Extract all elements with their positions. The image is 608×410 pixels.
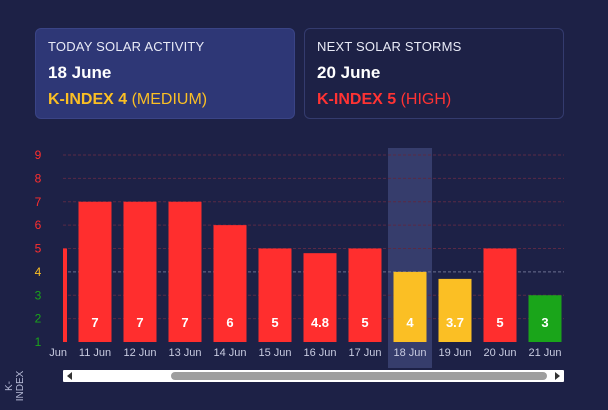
y-tick-label: 8 xyxy=(35,171,42,185)
next-card-title: NEXT SOLAR STORMS xyxy=(317,39,462,54)
next-k-index: K-INDEX 5 (HIGH) xyxy=(317,91,551,109)
bar-data-label: 4.8 xyxy=(311,315,329,330)
y-tick-label: 4 xyxy=(35,265,42,279)
scroll-right-arrow-icon[interactable] xyxy=(555,372,560,380)
today-k-index: K-INDEX 4 (MEDIUM) xyxy=(48,91,282,109)
x-tick-label: 16 Jun xyxy=(303,347,336,359)
bar-data-label: 7 xyxy=(91,315,98,330)
bar-data-label: 4 xyxy=(406,315,414,330)
bar xyxy=(393,271,427,342)
y-tick-label: 3 xyxy=(35,288,42,302)
y-tick-label: 5 xyxy=(35,242,42,256)
bar-data-label: 5 xyxy=(361,315,368,330)
bar xyxy=(483,248,517,342)
bar-data-label: 5 xyxy=(496,315,503,330)
bar-data-label: 6 xyxy=(226,315,233,330)
bar xyxy=(213,225,247,342)
bar xyxy=(438,278,472,342)
bar xyxy=(258,248,292,342)
x-tick-label: 18 Jun xyxy=(393,347,426,359)
y-tick-label: 2 xyxy=(35,312,42,326)
chart-scrollbar[interactable] xyxy=(63,370,564,382)
today-solar-activity-card: TODAY SOLAR ACTIVITY 18 June K-INDEX 4 (… xyxy=(35,28,295,119)
bar-data-label: 3 xyxy=(541,315,548,330)
x-tick-label: 17 Jun xyxy=(348,347,381,359)
bar-data-label: 7 xyxy=(136,315,143,330)
y-axis-title: K-INDEX xyxy=(4,370,26,402)
x-tick-label: 20 Jun xyxy=(483,347,516,359)
x-tick-label: Jun xyxy=(49,347,67,359)
x-tick-label: 14 Jun xyxy=(213,347,246,359)
bar xyxy=(303,253,337,342)
x-tick-label: 15 Jun xyxy=(258,347,291,359)
x-tick-label: 21 Jun xyxy=(528,347,561,359)
x-tick-label: 11 Jun xyxy=(79,347,111,359)
scroll-left-arrow-icon[interactable] xyxy=(67,372,72,380)
y-tick-label: 1 xyxy=(35,335,42,349)
bar xyxy=(123,201,157,342)
bar-data-label: 3.7 xyxy=(446,315,464,330)
bar xyxy=(78,201,112,342)
y-tick-label: 7 xyxy=(35,195,42,209)
k-index-bar-chart: 1 2 3 4 5 6 7 8 9 Jun 7 11 Jun 7 12 Jun 7 13 Jun 6 14 Jun… xyxy=(35,148,564,368)
bar xyxy=(348,248,382,342)
bar-data-label: 5 xyxy=(271,315,278,330)
bar xyxy=(168,201,202,342)
x-tick-label: 19 Jun xyxy=(438,347,471,359)
x-tick-label: 12 Jun xyxy=(123,347,156,359)
next-solar-storms-card: NEXT SOLAR STORMS 20 June K-INDEX 5 (HIG… xyxy=(304,28,564,119)
bar xyxy=(528,295,562,342)
today-date: 18 June xyxy=(48,63,112,82)
next-k-index-value: K-INDEX 5 xyxy=(317,91,397,108)
y-tick-label: 9 xyxy=(35,148,42,162)
today-card-title: TODAY SOLAR ACTIVITY xyxy=(48,39,205,54)
next-date: 20 June xyxy=(317,63,381,82)
bar xyxy=(63,248,67,342)
x-tick-label: 13 Jun xyxy=(168,347,201,359)
next-k-index-level: (HIGH) xyxy=(400,91,452,108)
today-k-index-level: (MEDIUM) xyxy=(131,91,208,108)
today-k-index-value: K-INDEX 4 xyxy=(48,91,128,108)
bar-data-label: 7 xyxy=(181,315,188,330)
y-tick-label: 6 xyxy=(35,218,42,232)
scrollbar-thumb[interactable] xyxy=(171,372,547,380)
